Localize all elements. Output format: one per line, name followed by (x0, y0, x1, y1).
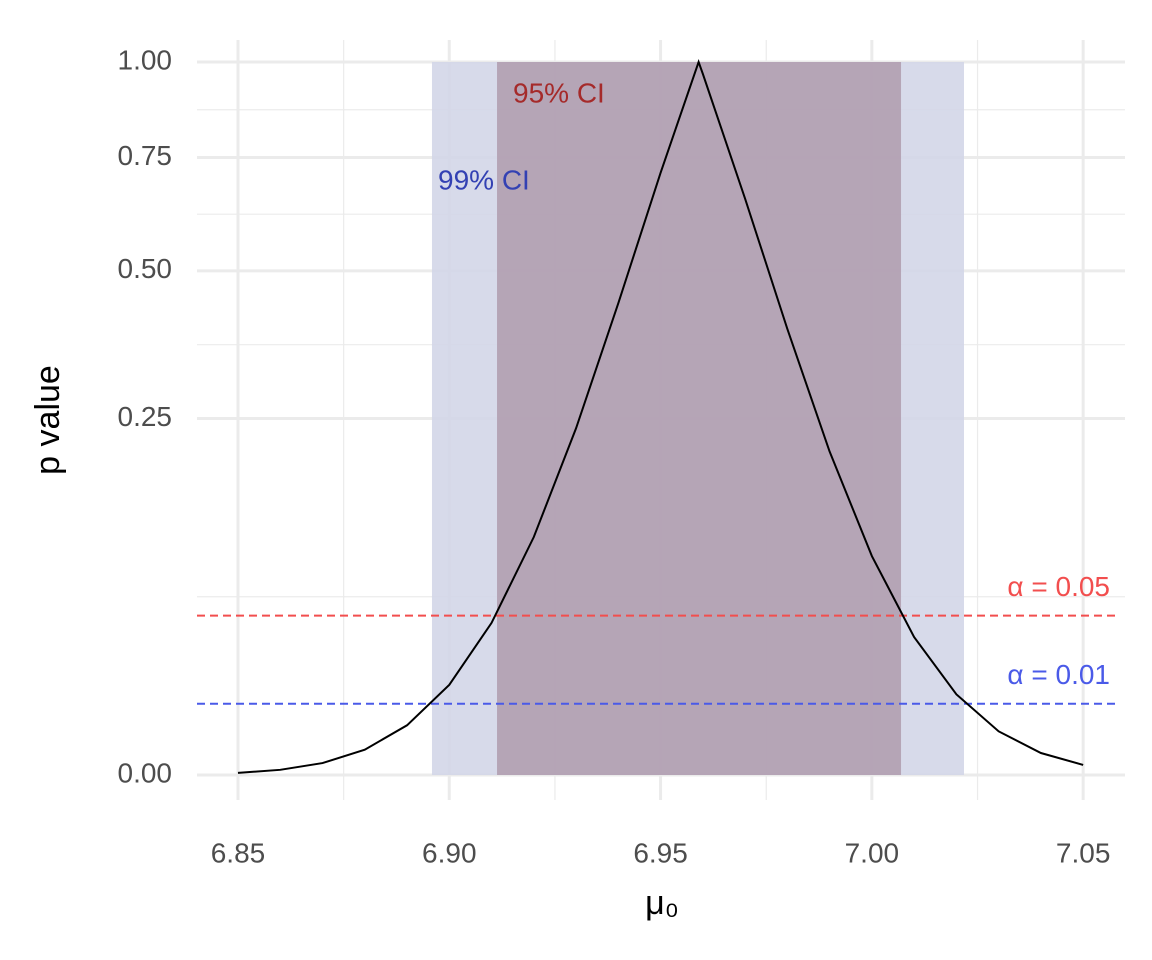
y-tick-label: 0.50 (118, 253, 173, 284)
x-axis-title: μ₀ (645, 884, 679, 922)
x-tick-label: 6.90 (422, 837, 477, 868)
y-axis-title: p value (29, 365, 67, 475)
ci-label: 95% CI (513, 77, 605, 108)
y-tick-label: 0.75 (118, 140, 173, 171)
x-tick-label: 7.00 (845, 837, 900, 868)
p-value-curve (237, 58, 1084, 774)
y-tick-label: 0.00 (118, 757, 173, 788)
x-tick-label: 6.95 (633, 837, 688, 868)
ci-band (497, 62, 902, 775)
x-tick-label: 6.85 (211, 837, 266, 868)
x-tick-label: 7.05 (1056, 837, 1111, 868)
alpha-label: α = 0.05 (1007, 571, 1110, 602)
y-tick-label: 1.00 (118, 44, 173, 75)
alpha-label: α = 0.01 (1007, 659, 1110, 690)
y-tick-label: 0.25 (118, 401, 173, 432)
ci-label: 99% CI (438, 164, 530, 195)
